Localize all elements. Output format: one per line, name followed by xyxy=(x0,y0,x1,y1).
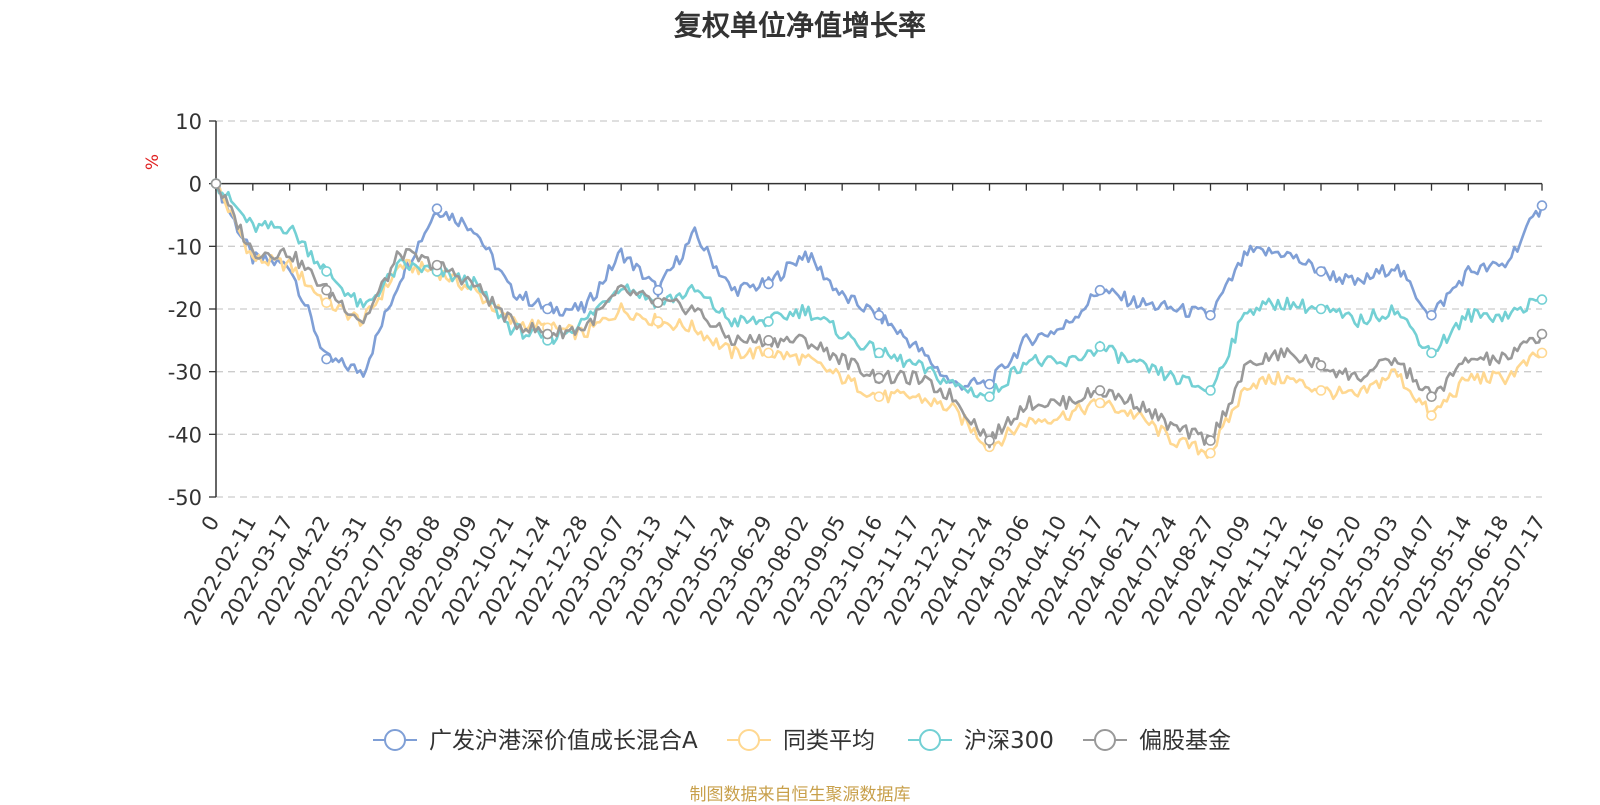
series-point xyxy=(542,328,553,340)
data-source-note: 制图数据来自恒生聚源数据库 xyxy=(689,785,911,805)
series-point xyxy=(210,178,222,189)
series-point xyxy=(1315,266,1327,277)
series-line xyxy=(215,182,1544,391)
x-tick-labels: 02022-02-112022-03-172022-04-222022-05-3… xyxy=(179,511,1550,629)
series-point xyxy=(1536,328,1548,340)
y-tick-label: 0 xyxy=(189,173,202,197)
legend-marker xyxy=(1094,729,1116,751)
series-point xyxy=(542,303,553,315)
series-point xyxy=(873,391,885,403)
series-point xyxy=(763,316,774,327)
y-tick-label: -20 xyxy=(168,298,202,322)
series-point xyxy=(1094,284,1106,296)
series-point xyxy=(431,203,443,215)
series-lines xyxy=(210,178,1548,459)
series-point xyxy=(1426,309,1437,321)
series-point xyxy=(873,309,885,321)
x-tick-label: 0 xyxy=(197,512,224,536)
series-point xyxy=(652,316,664,327)
series-point xyxy=(431,259,443,271)
series-point xyxy=(984,391,995,403)
series-point xyxy=(1426,410,1437,421)
series-point xyxy=(652,284,664,296)
series-point xyxy=(1426,391,1437,403)
series-point xyxy=(1536,200,1548,211)
series-point xyxy=(1094,397,1106,409)
series-point xyxy=(763,278,774,290)
series-line xyxy=(214,183,1543,399)
series-point xyxy=(321,266,332,277)
legend: 广发沪港深价值成长混合A 同类平均 沪深300 偏股基金 xyxy=(373,728,1231,754)
series-point xyxy=(321,284,332,296)
series-point xyxy=(1315,360,1327,371)
legend-item[interactable]: 偏股基金 xyxy=(1083,728,1231,754)
y-tick-label: -10 xyxy=(168,235,202,259)
y-tick-label: -30 xyxy=(168,361,202,385)
legend-item[interactable]: 广发沪港深价值成长混合A xyxy=(373,728,698,754)
chart-title: 复权单位净值增长率 xyxy=(673,9,926,42)
legend-marker xyxy=(738,729,760,751)
y-tick-label: 10 xyxy=(175,110,202,134)
series-point xyxy=(1426,347,1437,359)
series-point xyxy=(1205,447,1216,459)
series-point xyxy=(873,372,885,384)
legend-label: 偏股基金 xyxy=(1139,728,1231,754)
line-chart: 02022-02-112022-03-172022-04-222022-05-3… xyxy=(143,110,1550,754)
legend-label: 沪深300 xyxy=(964,728,1054,754)
series-point xyxy=(1205,435,1216,446)
y-tick-label: -50 xyxy=(168,486,202,510)
legend-marker xyxy=(384,729,406,751)
y-tick-label: -40 xyxy=(168,423,202,447)
series-point xyxy=(873,347,885,359)
legend-marker xyxy=(919,729,941,751)
series-point xyxy=(1205,385,1216,396)
legend-label: 广发沪港深价值成长混合A xyxy=(429,728,698,754)
y-axis-label: % xyxy=(143,154,163,170)
series-point xyxy=(321,297,332,309)
series-point xyxy=(763,335,774,346)
series-point xyxy=(1094,341,1106,352)
series-line xyxy=(215,182,1544,459)
series-point xyxy=(1094,385,1106,396)
series-point xyxy=(1536,347,1548,359)
series-point xyxy=(984,435,995,446)
series-point xyxy=(984,378,995,390)
series-point xyxy=(321,353,332,365)
series-point xyxy=(763,347,774,359)
y-tick-labels: 10 0 -10 -20 -30 -40 -50 xyxy=(168,110,202,510)
series-point xyxy=(1205,309,1216,321)
series-point xyxy=(1315,303,1327,315)
series-point xyxy=(1536,294,1548,305)
series-point xyxy=(1315,385,1327,396)
legend-label: 同类平均 xyxy=(783,728,875,754)
series-point xyxy=(652,297,664,309)
legend-item[interactable]: 沪深300 xyxy=(908,728,1054,754)
legend-item[interactable]: 同类平均 xyxy=(727,728,875,754)
